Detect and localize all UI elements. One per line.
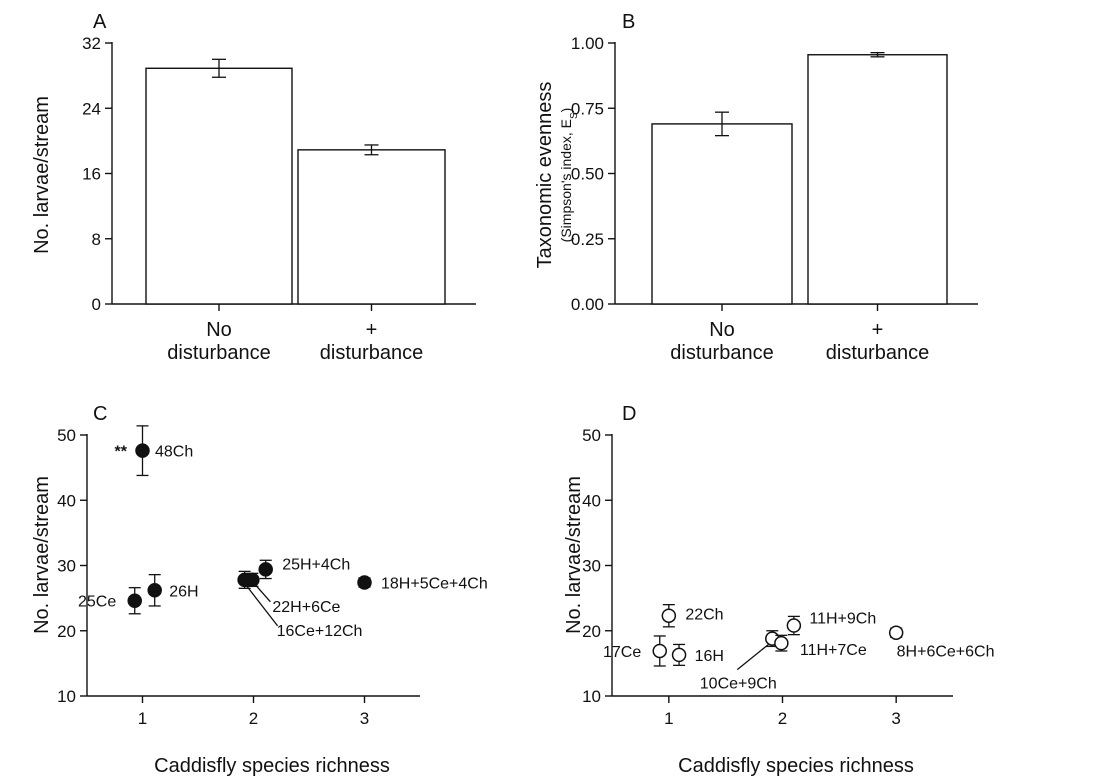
panel-c-data-point [245, 572, 260, 588]
panel-d-y-tick-label: 40 [582, 491, 601, 510]
panel-b-x-category-label-line2: disturbance [826, 342, 929, 364]
panel-c-point-label: 22H+6Ce [272, 599, 340, 616]
panel-d-data-point [661, 608, 677, 623]
panel-c-significance-annotation: ** [115, 444, 128, 461]
panel-d-point-label: 10Ce+9Ch [700, 676, 777, 693]
panel-c-y-tick-label: 50 [57, 426, 76, 445]
panel-a-y-tick-label: 8 [92, 230, 101, 249]
panel-d-data-point [671, 647, 687, 663]
panel-letter-d: D [622, 403, 636, 425]
panel-b-y-axis-title: Taxonomic evenness [534, 82, 556, 269]
panel-b-x-category-label-line1: + [872, 319, 884, 341]
panel-c-y-tick-label: 20 [57, 622, 76, 641]
panel-c-y-tick-label: 30 [57, 557, 76, 576]
panel-a-y-axis-title: No. larvae/stream [31, 96, 53, 254]
panel-b-x-category-label-line1: No [709, 319, 735, 341]
panel-b-x-category-label-line2: disturbance [670, 342, 773, 364]
panel-d-data-point [652, 643, 667, 659]
panel-b-y-axis-subtitle-close: ) [558, 108, 574, 113]
panel-d-x-tick-label: 3 [891, 709, 900, 728]
panel-c-y-tick-label: 40 [57, 491, 76, 510]
panel-c-point-label: 25H+4Ch [282, 556, 350, 573]
panel-d: D No. larvae/stream Caddisfly species ri… [563, 403, 995, 776]
panel-b-y-axis-subtitle-text: (Simpson's index, E [558, 119, 574, 242]
panel-d-point-label: 16H [695, 648, 724, 665]
panel-b-y-axis-subtitle: (Simpson's index, ES) [558, 108, 580, 243]
panel-b-y-tick-label: 0.25 [571, 230, 604, 249]
panel-c-y-axis-title: No. larvae/stream [31, 476, 53, 634]
panel-d-y-tick-label: 30 [582, 557, 601, 576]
panel-b-y-tick-label: 0.75 [571, 99, 604, 118]
panel-d-data-point [774, 635, 789, 651]
panel-a-bar [297, 149, 446, 305]
panel-c-x-tick-label: 1 [138, 709, 147, 728]
panel-b-y-axis-subtitle-subscript: S [569, 112, 580, 119]
panel-d-x-tick-label: 1 [664, 709, 673, 728]
panel-d-data-point [888, 625, 904, 640]
panel-letter-a: A [93, 11, 107, 33]
panel-a: A No. larvae/stream 08162432Nodisturbanc… [31, 11, 476, 364]
panel-b-y-tick-label: 0.00 [571, 295, 604, 314]
panel-d-data-point [786, 618, 802, 633]
panel-a-y-tick-label: 0 [92, 295, 101, 314]
panel-c-point-label: 26H [169, 583, 198, 600]
panel-c: C No. larvae/stream Caddisfly species ri… [31, 403, 488, 776]
panel-a-y-tick-label: 32 [82, 34, 101, 53]
panel-c-point-label: 25Ce [78, 594, 116, 611]
panel-c-data-point [135, 443, 150, 458]
panel-d-point-label: 11H+7Ce [800, 642, 867, 659]
panel-c-point-label: 16Ce+12Ch [277, 623, 363, 640]
panel-c-y-tick-label: 10 [57, 687, 76, 706]
panel-c-x-tick-label: 2 [249, 709, 258, 728]
panel-a-y-tick-label: 16 [82, 165, 101, 184]
panel-d-label-leader-line [736, 644, 769, 671]
panel-d-y-tick-label: 20 [582, 622, 601, 641]
panel-d-y-tick-label: 10 [582, 687, 601, 706]
panel-c-label-leader-line [254, 584, 271, 603]
panel-d-x-tick-label: 2 [778, 709, 787, 728]
panel-c-label-leader-line [246, 585, 279, 627]
panel-a-y-tick-label: 24 [82, 99, 101, 118]
panel-c-data-point [258, 562, 273, 577]
panel-d-point-label: 22Ch [685, 607, 723, 624]
panel-c-x-tick-label: 3 [360, 709, 369, 728]
panel-c-data-point [127, 593, 142, 608]
panel-a-x-category-label-line2: disturbance [167, 342, 270, 364]
panel-d-point-label: 17Ce [603, 644, 641, 661]
panel-c-point-label: 48Ch [155, 444, 193, 461]
panel-a-x-category-label-line2: disturbance [320, 342, 423, 364]
panel-b-plot-area: 0.000.250.500.751.00Nodisturbance+distur… [571, 34, 978, 364]
panel-b-bar [807, 54, 948, 305]
panel-b-bar [651, 123, 793, 305]
panel-d-y-tick-label: 50 [582, 426, 601, 445]
panel-letter-c: C [93, 403, 107, 425]
panel-a-x-category-label-line1: + [366, 319, 378, 341]
panel-a-x-category-label-line1: No [206, 319, 232, 341]
panel-c-point-label: 18H+5Ce+4Ch [381, 575, 488, 592]
panel-d-y-axis-title: No. larvae/stream [563, 476, 585, 634]
panel-c-x-axis-title: Caddisfly species richness [154, 755, 390, 776]
panel-d-plot-area: 10 20 30 40 50 1 2 3 22Ch 17Ce 16H 10Ce+9Ch 11H+7Ce 1… [582, 426, 994, 728]
panel-a-bar [145, 67, 293, 305]
panel-b-y-tick-label: 0.50 [571, 165, 604, 184]
panel-letter-b: B [622, 11, 635, 33]
panel-d-point-label: 11H+9Ch [809, 611, 876, 628]
panel-c-data-point [147, 583, 162, 598]
panel-d-point-label: 8H+6Ce+6Ch [897, 644, 995, 661]
panel-c-data-point [357, 575, 372, 590]
panel-b: B Taxonomic evenness (Simpson's index, E… [534, 11, 978, 364]
panel-c-plot-area: 10 20 30 40 50 1 2 3 48Ch ** 25Ce 26H 16Ce+12Ch 22H+6… [57, 425, 488, 728]
panel-d-x-axis-title: Caddisfly species richness [678, 755, 914, 776]
panel-b-y-tick-label: 1.00 [571, 34, 604, 53]
